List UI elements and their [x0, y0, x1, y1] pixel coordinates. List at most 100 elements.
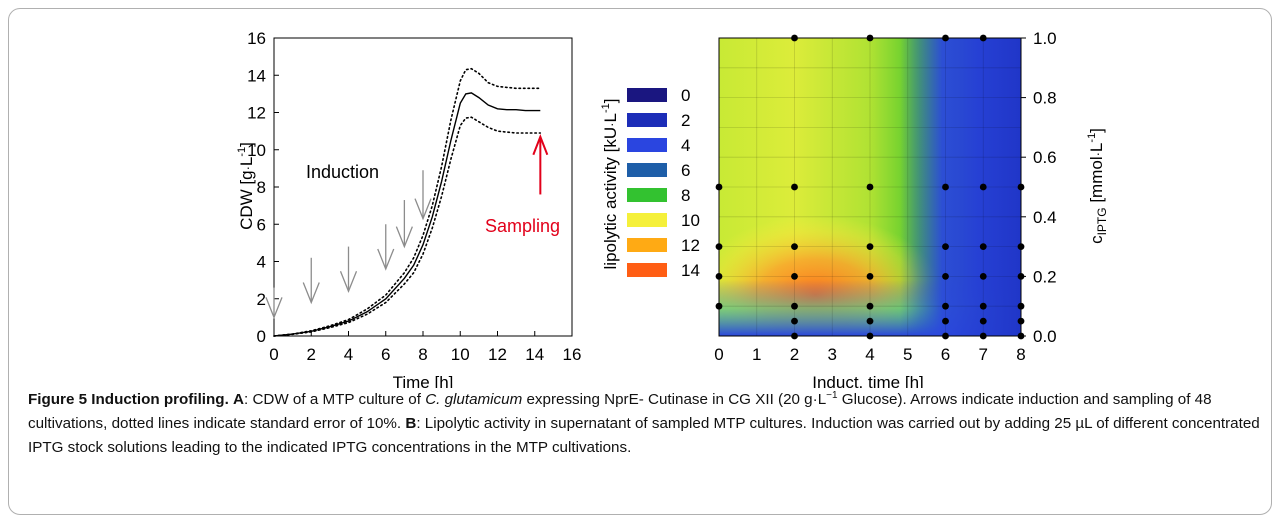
sample-point: [791, 317, 798, 325]
sample-point: [979, 317, 987, 325]
legend-swatch: [627, 238, 667, 252]
heatmap-legend: 0 2 4 6 8 10 12 14: [627, 86, 700, 280]
legend-item: 14: [627, 261, 700, 280]
x-tick-label-a: 14: [525, 345, 544, 364]
legend-swatch: [627, 88, 667, 102]
legend-swatch: [627, 263, 667, 277]
caption-part-b: B: [405, 415, 417, 432]
cdw-mean-line: [273, 92, 541, 337]
y-tick-label-a: 0: [257, 327, 266, 346]
x-tick-label-a: 4: [344, 345, 353, 364]
x-ticks-b: 0 1 2 3 4 5 6 7 8: [714, 345, 1025, 364]
legend-label: 0: [681, 86, 690, 105]
x-tick-label-a: 6: [381, 345, 390, 364]
induction-arrow: [339, 246, 358, 294]
sample-points: [715, 34, 1025, 340]
sample-point: [791, 273, 798, 280]
y-tick-label-a: 8: [257, 178, 266, 197]
x-tick-label-a: 16: [563, 345, 582, 364]
x-axis-label-b: Induct. time [h]: [812, 373, 924, 388]
sample-point: [866, 273, 874, 280]
caption-sup: −1: [826, 389, 838, 401]
legend-swatch: [627, 213, 667, 227]
y-tick-label-b: 0.8: [1033, 89, 1057, 108]
x-tick-label-b: 5: [903, 345, 912, 364]
caption-dot: ·: [812, 391, 818, 408]
sample-point: [979, 183, 987, 191]
caption-species: C. glutamicum: [425, 391, 523, 408]
x-tick-label-b: 4: [865, 345, 874, 364]
sample-point: [942, 317, 949, 325]
legend-label: 14: [681, 261, 700, 280]
x-tick-label-a: 8: [418, 345, 427, 364]
x-tick-label-a: 10: [451, 345, 470, 364]
x-tick-label-a: 0: [269, 345, 278, 364]
legend-label: 6: [681, 161, 690, 180]
series-lines-a: [273, 67, 542, 337]
y-ticks-a: 0 2 4 6 8 10 12 14 16: [247, 29, 279, 346]
y-tick-label-a: 2: [257, 290, 266, 309]
y-tick-label-b: 0.6: [1033, 148, 1057, 167]
plot-area-b: [718, 37, 1022, 337]
y-tick-label-a: 6: [257, 215, 266, 234]
caption-part-a: A: [233, 391, 244, 408]
caption-text-1: : CDW of a MTP culture of: [244, 391, 426, 408]
legend-item: 2: [627, 111, 690, 130]
sample-point: [791, 243, 798, 251]
legend-item: 12: [627, 236, 700, 255]
legend-label: 8: [681, 186, 690, 205]
legend-swatch: [627, 163, 667, 177]
caption-title: Figure 5 Induction profiling.: [28, 391, 229, 408]
y-axis-label-b: cIPTG [mmol·L-1]: [1086, 128, 1109, 244]
sampling-arrow: [532, 133, 549, 195]
legend-label: 2: [681, 111, 690, 130]
induction-arrow: [265, 287, 283, 320]
legend-label: 4: [681, 136, 690, 155]
caption-unit: L: [817, 391, 827, 408]
y-tick-label-a: 16: [247, 29, 266, 48]
figure-caption: Figure 5 Induction profiling. A: CDW of …: [28, 388, 1266, 460]
y-tick-label-b: 0.2: [1033, 267, 1057, 286]
caption-text-2: expressing NprE- Cutinase in CG XII (20 …: [522, 391, 813, 408]
induction-arrows: [265, 133, 549, 320]
x-tick-label-b: 0: [714, 345, 723, 364]
caption-text-3: Glucose). Arrows indicate induction and …: [28, 391, 1212, 432]
legend-item: 10: [627, 211, 700, 230]
sample-point: [942, 183, 949, 191]
sample-point: [866, 183, 874, 191]
y-tick-label-b: 0.4: [1033, 208, 1057, 227]
y-ticks-b: 0.0 0.2 0.4 0.6 0.8 1.0: [1021, 29, 1057, 346]
x-tick-label-a: 12: [488, 345, 507, 364]
sample-point: [942, 243, 949, 251]
sample-point: [979, 273, 987, 280]
induction-arrow: [395, 200, 413, 249]
y-tick-label-a: 10: [247, 141, 266, 160]
legend-label: 12: [681, 236, 700, 255]
cdw-error-line: [273, 67, 542, 337]
y-tick-label-a: 14: [247, 66, 266, 85]
x-tick-label-a: 2: [307, 345, 316, 364]
sample-point: [791, 302, 798, 310]
x-tick-label-b: 8: [1016, 345, 1025, 364]
legend-item: 6: [627, 161, 690, 180]
y-tick-label-b: 1.0: [1033, 29, 1057, 48]
sample-point: [979, 243, 987, 251]
legend-swatch: [627, 113, 667, 127]
induction-arrow: [414, 170, 432, 221]
sample-point: [791, 183, 798, 191]
sample-point: [942, 273, 949, 280]
y-tick-label-b: 0.0: [1033, 327, 1057, 346]
induction-arrow: [302, 257, 320, 305]
induction-arrow: [377, 224, 395, 271]
x-tick-label-b: 2: [790, 345, 799, 364]
legend-swatch: [627, 138, 667, 152]
colorbar-label: lipolytic activity [kU·L-1]: [600, 99, 620, 270]
legend-item: 0: [627, 86, 690, 105]
x-tick-label-b: 1: [752, 345, 761, 364]
x-ticks-a: 0 2 4 6 8 10 12 14 16: [269, 331, 581, 364]
legend-item: 4: [627, 136, 690, 155]
y-tick-label-a: 4: [257, 253, 266, 272]
x-tick-label-b: 7: [979, 345, 988, 364]
